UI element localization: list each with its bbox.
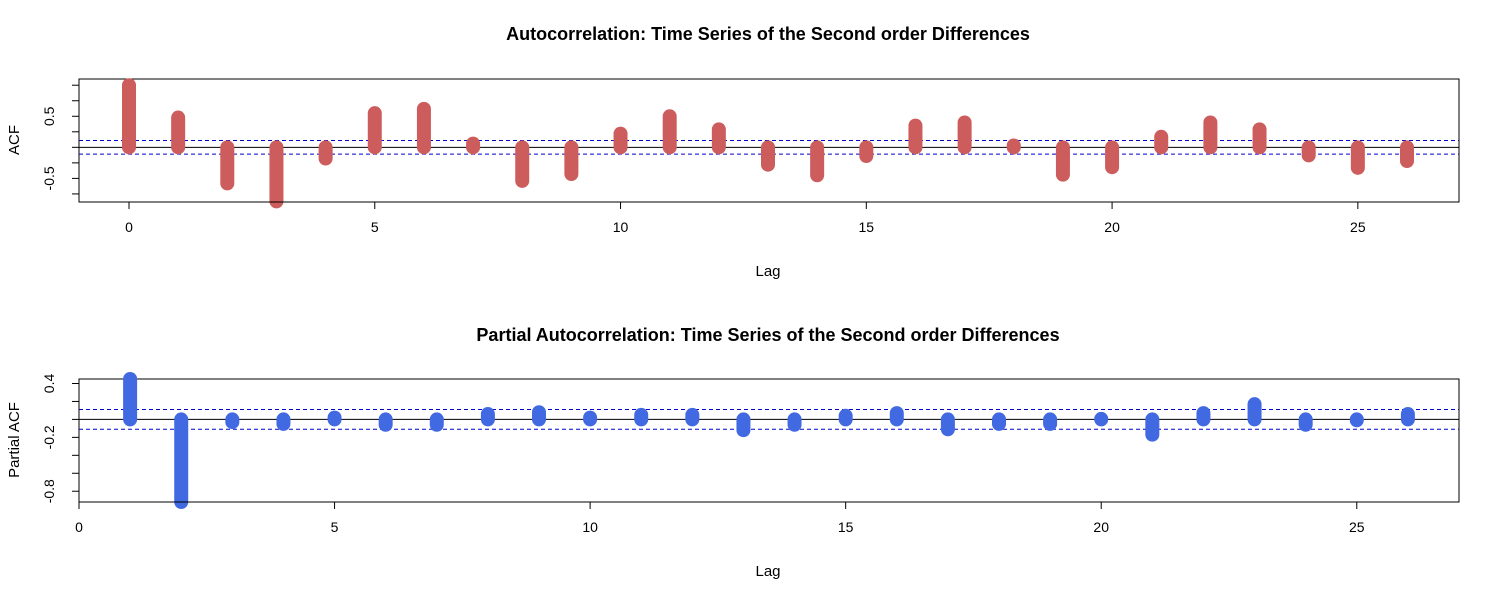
- pacf-x-tick-label: 5: [331, 519, 339, 535]
- pacf-x-tick-label: 0: [75, 519, 83, 535]
- pacf-y-tick-label: 0.4: [41, 374, 57, 394]
- pacf-x-tick-label: 10: [582, 519, 598, 535]
- acf-x-axis-label: Lag: [755, 263, 780, 280]
- acf-x-tick-label: 0: [125, 219, 133, 235]
- pacf-panel: Partial Autocorrelation: Time Series of …: [6, 325, 1460, 580]
- pacf-title: Partial Autocorrelation: Time Series of …: [476, 325, 1059, 345]
- acf-plot-area: 0 5 10 15 20 25 -0.5 0.5: [41, 78, 1459, 235]
- acf-x-tick-label: 20: [1104, 219, 1120, 235]
- pacf-plot-frame: [78, 378, 1460, 503]
- pacf-x-tick-label: 15: [838, 519, 854, 535]
- pacf-x-axis-label: Lag: [755, 563, 780, 580]
- acf-y-tick-label: -0.5: [41, 166, 57, 190]
- acf-x-tick-label: 25: [1350, 219, 1366, 235]
- acf-x-tick-label: 10: [613, 219, 629, 235]
- acf-panel: Autocorrelation: Time Series of the Seco…: [6, 24, 1460, 280]
- acf-x-tick-label: 5: [371, 219, 379, 235]
- pacf-x-tick-label: 25: [1349, 519, 1365, 535]
- pacf-y-tick-label: -0.2: [41, 425, 57, 449]
- acf-x-tick-label: 15: [859, 219, 875, 235]
- pacf-x-tick-label: 20: [1093, 519, 1109, 535]
- acf-y-axis-label: ACF: [6, 125, 23, 155]
- pacf-plot-area: 0 5 10 15 20 25 -0.8 -0.2 0.4: [41, 372, 1459, 535]
- pacf-y-axis-label: Partial ACF: [6, 402, 23, 478]
- acf-title: Autocorrelation: Time Series of the Seco…: [506, 24, 1030, 44]
- acf-y-tick-label: 0.5: [41, 106, 57, 126]
- pacf-y-tick-label: -0.8: [41, 479, 57, 503]
